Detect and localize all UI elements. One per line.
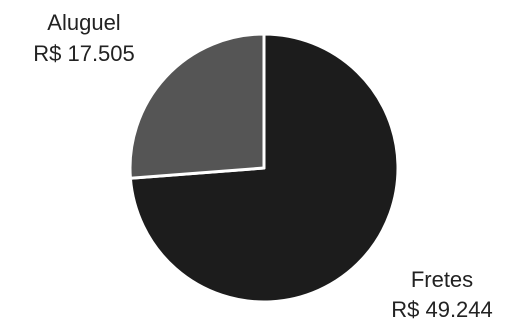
pie-slices [128, 32, 400, 304]
slice-label-fretes: Fretes R$ 49.244 [391, 267, 493, 322]
pie-slice-aluguel [128, 32, 266, 180]
slice-label-aluguel-value: R$ 17.505 [33, 41, 135, 66]
slice-label-aluguel-name: Aluguel [47, 10, 120, 35]
slice-label-fretes-value: R$ 49.244 [391, 297, 493, 322]
slice-label-fretes-name: Fretes [411, 267, 473, 292]
slice-label-aluguel: Aluguel R$ 17.505 [33, 10, 135, 66]
